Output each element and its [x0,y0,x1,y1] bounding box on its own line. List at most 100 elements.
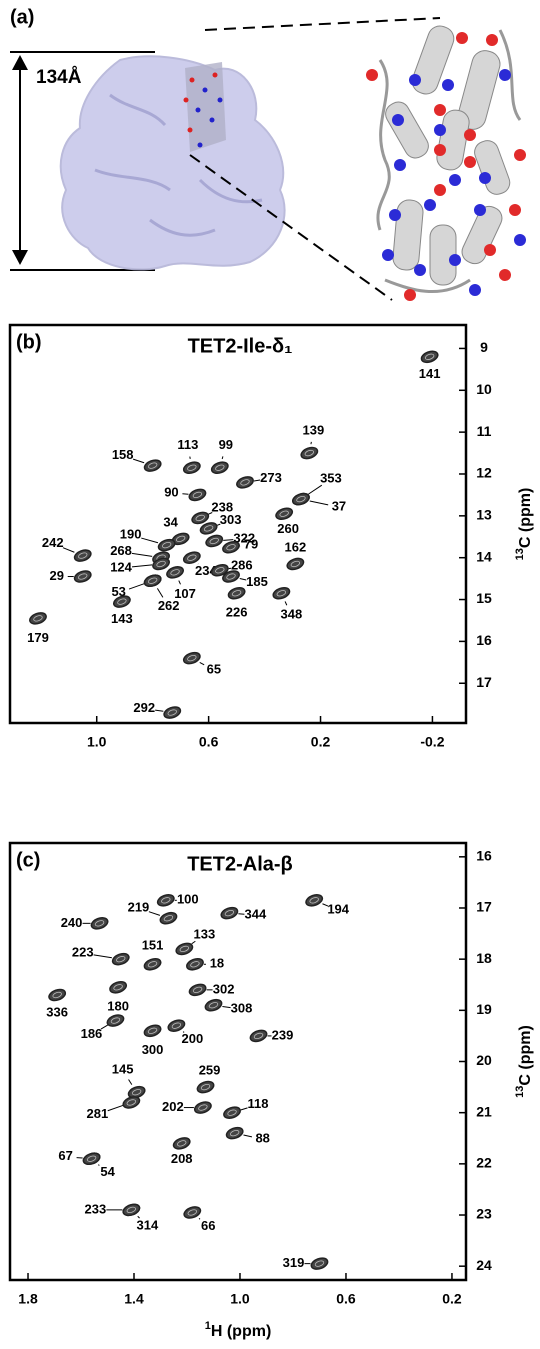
peak [272,586,291,601]
peak-label: 141 [419,366,441,381]
leader-line [155,710,163,711]
peak [225,1126,244,1141]
peak-label: 90 [164,484,178,499]
y-tick-label: 10 [476,381,492,397]
peak [300,445,319,460]
x-tick-label: 1.4 [124,1291,144,1307]
chart-title: TET2-Ala-β [187,853,293,875]
y-tick-label: 13 [476,507,492,523]
peak-label: 314 [137,1217,159,1232]
peak-label: 292 [133,700,155,715]
peak [163,705,182,720]
peak-label: 260 [277,521,299,536]
peak-label: 37 [332,499,346,514]
figure: (a) 134Å (b)TET2-Ile-δ₁91011121314151617… [0,0,540,1349]
peak-label: 88 [255,1131,269,1146]
peak-label: 29 [50,568,64,583]
peak [205,533,224,548]
leader-line [285,601,287,605]
y-tick-label: 18 [476,950,492,966]
peak-label: 186 [81,1026,103,1041]
peak [108,980,127,995]
peak [165,565,184,580]
peak [420,349,439,364]
y-tick-label: 14 [476,548,492,564]
peak [143,1023,162,1038]
peak [183,1205,202,1220]
x-tick-label: 0.6 [336,1291,356,1307]
leader-line [132,565,152,567]
peak [304,893,323,908]
subunit-cartoon [378,23,520,292]
peak [221,540,240,555]
peak-label: 79 [244,537,258,552]
peak [182,460,201,475]
peak [227,586,246,601]
panel-label: (a) [10,6,34,28]
peak-label: 226 [226,605,248,620]
x-axis-label-text: H (ppm) [211,1323,271,1340]
leader-line [222,456,223,459]
peak-label: 300 [142,1042,164,1057]
x-tick-label: 1.0 [87,734,107,750]
peak-label: 162 [284,539,306,554]
leader-line [132,553,152,556]
x-tick-label: 0.2 [442,1291,462,1307]
y-tick-label: 12 [476,465,492,481]
peak-label: 273 [260,470,282,485]
peak [291,491,310,506]
peak [159,911,178,926]
peak-label: 303 [220,512,242,527]
peak [222,1105,241,1120]
leader-line [149,912,160,916]
peak [111,952,130,967]
peak [143,573,162,588]
peak-label: 180 [107,999,129,1014]
y-axis-label-sup: 13 [514,1086,526,1098]
y-tick-label: 19 [476,1001,492,1017]
peak [106,1013,125,1028]
peak-label: 158 [112,447,134,462]
peak-label: 219 [128,900,150,915]
x-tick-label: -0.2 [420,734,444,750]
peak [172,1136,191,1151]
leader-line [243,1135,251,1137]
peak [73,548,92,563]
peak [82,1151,101,1166]
peak [188,487,207,502]
leader-line [98,1165,99,1166]
plot-frame [10,843,466,1280]
peak-label: 99 [219,437,233,452]
peak [286,556,305,571]
peak [193,1100,212,1115]
subunit-small [184,62,227,152]
x-tick-label: 1.8 [18,1291,38,1307]
leader-line [157,588,163,597]
peak-label: 185 [246,574,268,589]
peak [182,651,201,666]
peak-label: 240 [61,915,83,930]
peak-label: 179 [27,630,49,645]
peak-label: 143 [111,611,133,626]
panel-label: (b) [16,331,42,353]
peak [274,506,293,521]
x-axis-label: 1H (ppm) [205,1320,272,1340]
y-tick-label: 22 [476,1155,492,1171]
leader-line [241,1108,248,1110]
peak [73,569,92,584]
leader-line [141,538,158,543]
leader-line [308,485,321,494]
y-axis-label-text: C (ppm) [517,1025,534,1085]
y-axis-label-sup: 13 [514,548,526,560]
leader-line [222,1006,230,1007]
y-tick-label: 17 [476,674,492,690]
peak-label: 124 [110,559,132,574]
y-tick-label: 21 [476,1103,492,1119]
peak [156,893,175,908]
y-tick-label: 15 [476,590,492,606]
y-tick-label: 17 [476,899,492,915]
peak-label: 190 [120,527,142,542]
panel-label: (c) [16,849,40,871]
leader-line [108,1105,123,1110]
peak [310,1256,329,1271]
